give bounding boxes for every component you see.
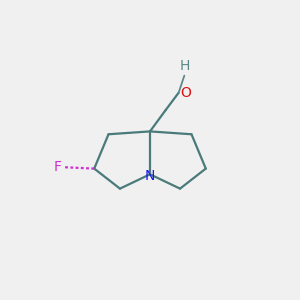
Text: N: N (145, 169, 155, 183)
Text: F: F (53, 160, 61, 174)
Text: O: O (180, 86, 191, 100)
Text: H: H (179, 59, 190, 73)
